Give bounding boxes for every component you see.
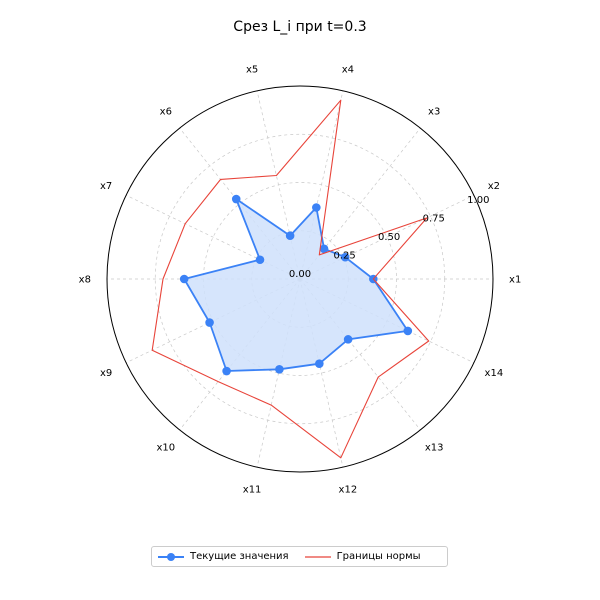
- category-label-x7: x7: [100, 181, 112, 192]
- category-label-x14: x14: [485, 368, 504, 379]
- data-point-x10: [222, 366, 231, 376]
- category-label-x10: x10: [156, 443, 175, 454]
- series-fill-0: [184, 199, 408, 371]
- radial-tick-label: 0.25: [333, 251, 355, 262]
- polar-frame: [106, 85, 494, 473]
- chart-title: Срез L_i при t=0.3: [233, 19, 367, 35]
- data-point-x5: [285, 231, 295, 241]
- category-label-x1: x1: [509, 275, 521, 286]
- data-point-x4: [312, 203, 321, 212]
- data-point-x6: [231, 194, 241, 204]
- legend: Текущие значения Границы нормы: [151, 546, 448, 567]
- category-label-x4: x4: [342, 65, 354, 76]
- data-point-x13: [343, 335, 353, 344]
- data-point-x9: [205, 318, 214, 327]
- radial-tick-label: 0.50: [378, 232, 400, 243]
- legend-label-current: Текущие значения: [190, 551, 289, 562]
- radial-tick-label: 0.75: [423, 214, 445, 225]
- series-line-1: [151, 99, 430, 459]
- legend-item-norm: Границы нормы: [304, 551, 421, 562]
- data-point-x12: [315, 359, 324, 368]
- category-label-x11: x11: [243, 484, 262, 495]
- category-label-x9: x9: [100, 368, 112, 379]
- legend-marker-line-icon: [158, 552, 184, 561]
- data-point-x8: [179, 274, 189, 284]
- category-label-x3: x3: [428, 106, 440, 117]
- radial-tick-label: 1.00: [467, 195, 489, 206]
- data-point-x14: [403, 326, 413, 336]
- radar-series: [151, 99, 430, 459]
- radar-labels: x1 x2 x3 x4 x5 x6 x7 x8 x9 x10 x11 x12 x13 x14 0.00 0.2…: [79, 65, 522, 496]
- legend-line-icon: [304, 555, 331, 558]
- legend-label-norm: Границы нормы: [336, 551, 421, 562]
- data-point-x3: [319, 244, 329, 254]
- category-label-x8: x8: [79, 275, 91, 286]
- category-label-x5: x5: [246, 65, 258, 76]
- category-label-x6: x6: [160, 106, 172, 117]
- radial-tick-label: 0.00: [289, 269, 311, 280]
- legend-item-current: Текущие значения: [158, 551, 289, 562]
- data-point-x7: [255, 255, 265, 265]
- category-label-x13: x13: [425, 443, 444, 454]
- category-label-x12: x12: [339, 484, 358, 495]
- data-point-x2: [340, 252, 350, 262]
- category-label-x2: x2: [488, 181, 500, 192]
- data-point-x11: [275, 365, 284, 374]
